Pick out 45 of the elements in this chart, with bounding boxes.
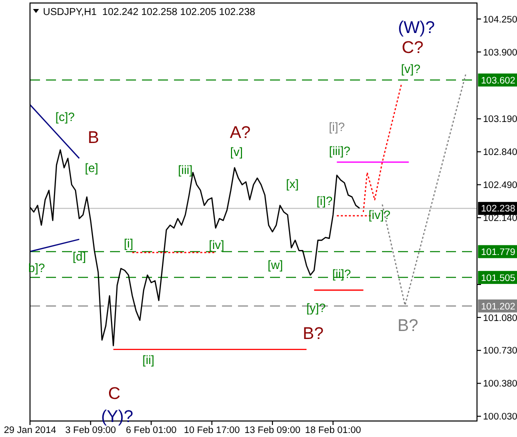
annotation: [ii] bbox=[142, 353, 154, 368]
x-tick-label: 13 Feb 09:00 bbox=[244, 425, 300, 436]
annotation: C? bbox=[402, 38, 424, 57]
annotation: [w] bbox=[268, 258, 283, 272]
annotation: [x] bbox=[286, 177, 299, 192]
chart-title: USDJPY,H1 102.242 102.258 102.205 102.238 bbox=[43, 7, 256, 18]
y-tick-label: 100.030 bbox=[483, 412, 517, 423]
ref-line-label: 101.202 bbox=[481, 301, 516, 312]
annotation: [iv] bbox=[208, 238, 224, 252]
annotation: B? bbox=[302, 324, 324, 343]
annotation: [iv]? bbox=[368, 208, 391, 222]
annotation: B bbox=[88, 128, 100, 147]
y-tick-label: 103.900 bbox=[483, 47, 517, 58]
annotation: B? bbox=[397, 316, 418, 335]
x-tick-label: 3 Feb 09:00 bbox=[65, 425, 116, 436]
annotation: [y]? bbox=[306, 301, 326, 316]
y-tick-label: 101.080 bbox=[483, 312, 517, 324]
annotation: [iii] bbox=[178, 163, 193, 178]
x-tick-label: 18 Feb 01:00 bbox=[305, 425, 362, 436]
y-tick-label: 102.140 bbox=[483, 212, 517, 224]
annotation: [iii]? bbox=[329, 144, 351, 158]
annotation: (W)? bbox=[398, 18, 435, 37]
y-tick-label: 104.250 bbox=[483, 14, 517, 26]
y-tick-label: 100.730 bbox=[483, 346, 517, 357]
ref-line-label: 101.779 bbox=[481, 246, 516, 258]
annotation: [c]? bbox=[55, 110, 76, 124]
y-tick-label: 102.840 bbox=[483, 147, 517, 158]
annotation: [v]? bbox=[401, 62, 421, 76]
ref-line-label: 101.505 bbox=[481, 272, 516, 284]
annotation: [e] bbox=[84, 161, 98, 176]
annotation: [i]? bbox=[328, 120, 346, 134]
y-tick-label: 103.190 bbox=[483, 114, 517, 126]
x-tick-label: 10 Feb 17:00 bbox=[184, 425, 240, 436]
annotation: [d] bbox=[72, 249, 86, 264]
y-tick-label: 102.490 bbox=[483, 180, 517, 192]
y-tick-label: 100.380 bbox=[483, 378, 517, 390]
ref-line-label: 102.238 bbox=[481, 204, 516, 215]
annotation: [i] bbox=[124, 236, 134, 250]
annotation: [i]? bbox=[316, 194, 333, 208]
annotation: [v] bbox=[230, 145, 243, 160]
annotation: C bbox=[108, 384, 120, 403]
ref-line-label: 103.602 bbox=[481, 75, 516, 86]
x-tick-label: 6 Feb 01:00 bbox=[126, 425, 177, 436]
x-tick-label: 29 Jan 2014 bbox=[4, 425, 56, 436]
annotation: A? bbox=[230, 122, 251, 142]
